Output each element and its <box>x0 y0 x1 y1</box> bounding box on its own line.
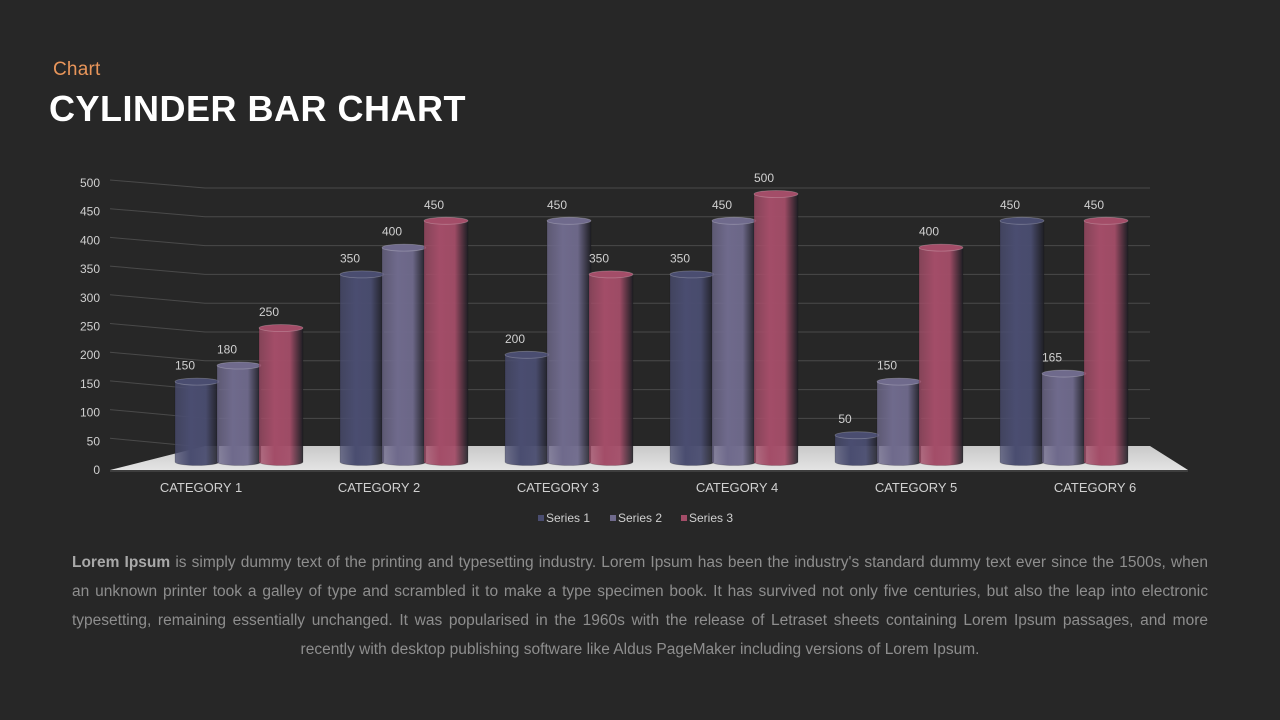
y-tick-label: 350 <box>80 262 100 276</box>
description-paragraph: Lorem Ipsum is simply dummy text of the … <box>72 548 1208 664</box>
data-label: 200 <box>505 332 525 346</box>
legend-item: Series 1 <box>538 511 590 525</box>
data-label: 400 <box>382 225 402 239</box>
bars <box>174 190 1129 466</box>
bar <box>669 270 715 466</box>
cylinder-bar-chart: 0 50 100 150 200 250 300 350 400 450 500 150 180 250… <box>80 171 1188 525</box>
bar <box>423 216 469 466</box>
category-label: CATEGORY 1 <box>160 480 242 495</box>
data-label: 400 <box>919 225 939 239</box>
legend-item: Series 2 <box>610 511 662 525</box>
data-label: 250 <box>259 305 279 319</box>
y-tick-label: 50 <box>87 434 101 448</box>
grid-line <box>109 265 1150 275</box>
y-tick-label: 100 <box>80 406 100 420</box>
y-tick-label: 500 <box>80 176 100 190</box>
category-label: CATEGORY 5 <box>875 480 957 495</box>
legend-label: Series 2 <box>618 511 662 525</box>
bar <box>381 243 427 466</box>
bar <box>174 377 220 466</box>
legend-item: Series 3 <box>681 511 733 525</box>
category-label: CATEGORY 6 <box>1054 480 1136 495</box>
data-label: 500 <box>754 171 774 185</box>
bar <box>1041 369 1087 466</box>
data-label: 450 <box>1000 198 1020 212</box>
x-axis-categories: CATEGORY 1 CATEGORY 2 CATEGORY 3 CATEGORY 4… <box>160 480 1136 495</box>
grid-line <box>109 236 1150 247</box>
bar <box>753 190 799 466</box>
bar <box>504 350 550 466</box>
bar <box>588 270 634 466</box>
grid-line <box>109 208 1150 218</box>
legend: Series 1 Series 2 Series 3 <box>538 511 733 525</box>
data-label: 450 <box>424 198 444 212</box>
data-label: 165 <box>1042 351 1062 365</box>
bar <box>918 243 964 466</box>
data-label: 350 <box>589 251 609 265</box>
category-label: CATEGORY 3 <box>517 480 599 495</box>
legend-swatch <box>681 515 687 521</box>
legend-label: Series 3 <box>689 511 733 525</box>
category-label: CATEGORY 4 <box>696 480 778 495</box>
category-label: CATEGORY 2 <box>338 480 420 495</box>
grid-line <box>109 294 1150 304</box>
data-label: 450 <box>1084 198 1104 212</box>
data-label: 180 <box>217 343 237 357</box>
data-label: 350 <box>670 251 690 265</box>
bar <box>834 431 880 466</box>
y-tick-label: 200 <box>80 348 100 362</box>
grid-line <box>109 351 1150 362</box>
data-label: 350 <box>340 251 360 265</box>
bar <box>216 361 262 466</box>
data-label: 450 <box>712 198 732 212</box>
bar <box>546 216 592 466</box>
description-body: is simply dummy text of the printing and… <box>72 554 1208 658</box>
bar <box>999 216 1045 466</box>
description-lead: Lorem Ipsum <box>72 554 171 571</box>
y-tick-label: 0 <box>93 463 100 477</box>
grid-line <box>109 179 1150 189</box>
bar <box>339 270 385 466</box>
page-title: CYLINDER BAR CHART <box>49 88 466 129</box>
data-label: 450 <box>547 198 567 212</box>
bar <box>711 216 757 466</box>
bar <box>258 324 304 466</box>
grid-line <box>109 323 1150 333</box>
y-tick-label: 250 <box>80 320 100 334</box>
bar <box>876 377 922 466</box>
legend-swatch <box>538 515 544 521</box>
y-tick-label: 300 <box>80 291 100 305</box>
y-axis-ticks: 0 50 100 150 200 250 300 350 400 450 500 <box>80 176 100 477</box>
bar <box>1083 216 1129 466</box>
legend-label: Series 1 <box>546 511 590 525</box>
data-label: 150 <box>175 359 195 373</box>
data-label: 50 <box>838 412 852 426</box>
data-label: 150 <box>877 359 897 373</box>
y-tick-label: 150 <box>80 377 100 391</box>
data-labels: 150 180 250 350 400 450 200 450 350 350 450 500 50 15… <box>175 171 1104 426</box>
legend-swatch <box>610 515 616 521</box>
chart-kicker: Chart <box>53 59 101 80</box>
y-tick-label: 450 <box>80 205 100 219</box>
y-tick-label: 400 <box>80 233 100 247</box>
